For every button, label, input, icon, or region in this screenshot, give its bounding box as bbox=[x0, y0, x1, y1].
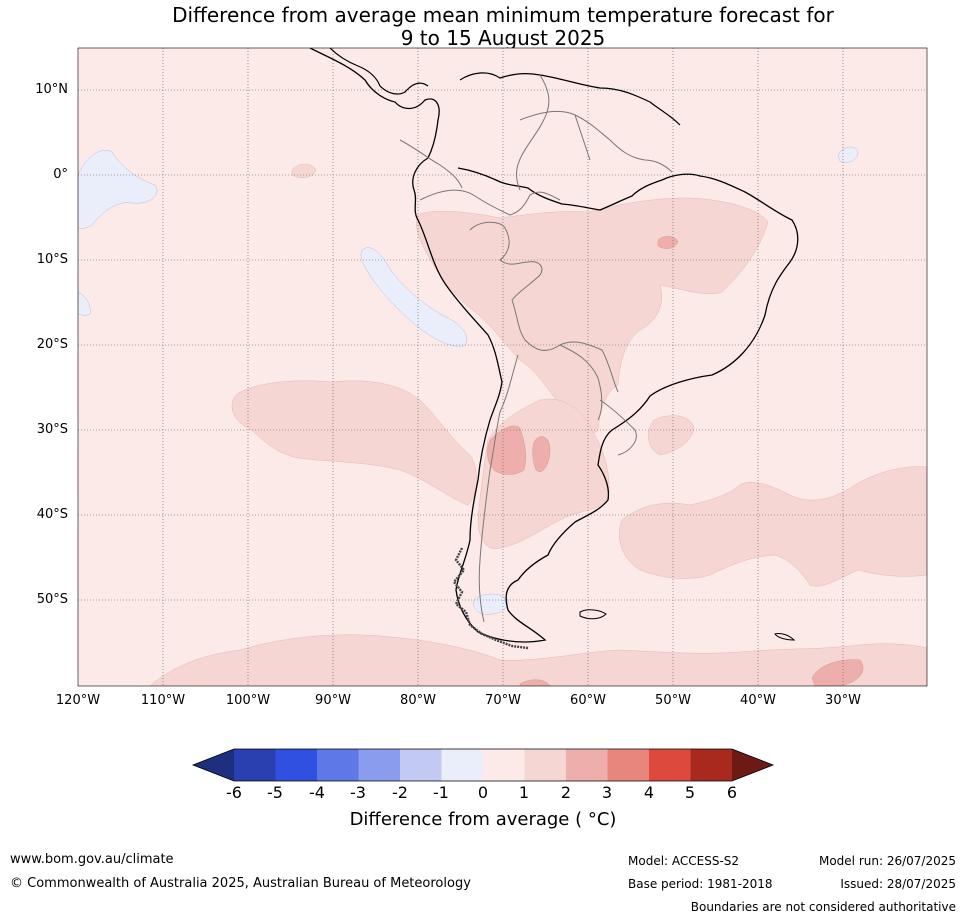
falkland-islands bbox=[579, 609, 607, 620]
anomaly-area-positive-strong bbox=[519, 679, 551, 686]
base-period-text: Base period: 1981-2018 bbox=[628, 877, 773, 891]
colorbar-tick: 3 bbox=[601, 783, 613, 802]
lon-label: 70°W bbox=[485, 693, 521, 708]
lat-label: 10°N bbox=[35, 82, 68, 97]
lon-label: 50°W bbox=[655, 693, 691, 708]
chile-fjords bbox=[452, 547, 529, 650]
colorbar-tick: 2 bbox=[560, 783, 572, 802]
anomaly-area-positive-strong bbox=[487, 425, 526, 475]
lat-label: 0° bbox=[53, 167, 68, 182]
colorbar-swatch bbox=[358, 749, 400, 781]
colorbar-tick: 5 bbox=[684, 783, 696, 802]
lat-label: 50°S bbox=[36, 592, 68, 607]
anomaly-area-negative bbox=[78, 150, 158, 229]
colorbar-tick: -5 bbox=[267, 783, 283, 802]
anomaly-area-positive bbox=[618, 466, 927, 587]
map-background bbox=[78, 48, 927, 686]
country-boundaries bbox=[399, 74, 673, 623]
colorbar-swatch bbox=[690, 749, 732, 781]
colorbar-tick: 0 bbox=[477, 783, 489, 802]
colorbar-swatch bbox=[483, 749, 525, 781]
colorbar-tick: 1 bbox=[518, 783, 530, 802]
anomaly-area-positive bbox=[648, 415, 695, 456]
anomaly-area-positive-strong bbox=[532, 436, 551, 472]
colorbar-swatch bbox=[441, 749, 483, 781]
disclaimer-text: Boundaries are not considered authoritat… bbox=[690, 900, 956, 914]
lat-label: 30°S bbox=[36, 422, 68, 437]
lat-label: 20°S bbox=[36, 337, 68, 352]
model-run-text: Model run: 26/07/2025 bbox=[818, 854, 956, 868]
anomaly-area-negative bbox=[360, 247, 468, 347]
colorbar-swatch bbox=[607, 749, 649, 781]
graticule bbox=[78, 48, 927, 686]
lon-label: 60°W bbox=[570, 693, 606, 708]
copyright-text: © Commonwealth of Australia 2025, Austra… bbox=[10, 876, 471, 891]
colorbar-label: Difference from average ( °C) bbox=[349, 809, 617, 830]
lon-label: 120°W bbox=[55, 693, 101, 708]
lon-label: 90°W bbox=[315, 693, 351, 708]
colorbar-swatch bbox=[566, 749, 608, 781]
south-georgia bbox=[774, 633, 796, 641]
model-text: Model: ACCESS-S2 bbox=[628, 854, 740, 868]
issued-text: Issued: 28/07/2025 bbox=[840, 877, 956, 891]
colorbar-tick: -3 bbox=[350, 783, 366, 802]
colorbar-swatch bbox=[275, 749, 317, 781]
lon-label: 30°W bbox=[825, 693, 861, 708]
website-text: www.bom.gov.au/climate bbox=[10, 852, 174, 867]
lon-label: 80°W bbox=[400, 693, 436, 708]
lat-label: 40°S bbox=[36, 507, 68, 522]
colorbar bbox=[191, 748, 775, 782]
colorbar-swatch bbox=[317, 749, 359, 781]
lat-label: 10°S bbox=[36, 252, 68, 267]
colorbar-swatch bbox=[524, 749, 566, 781]
title-line-2: 9 to 15 August 2025 bbox=[400, 26, 606, 50]
south-america-coastline bbox=[309, 48, 799, 643]
colorbar-outline bbox=[191, 748, 775, 782]
colorbar-tick: -1 bbox=[433, 783, 449, 802]
anomaly-area-positive bbox=[231, 380, 477, 506]
colorbar-swatch bbox=[234, 749, 276, 781]
colorbar-extend-low bbox=[193, 749, 234, 781]
colorbar-swatch bbox=[649, 749, 691, 781]
north-america-coast bbox=[329, 48, 681, 126]
colorbar-tick: 4 bbox=[643, 783, 655, 802]
anomaly-area-positive bbox=[291, 163, 317, 178]
colorbar-extend-high bbox=[732, 749, 773, 781]
map-frame bbox=[77, 47, 928, 687]
lon-label: 100°W bbox=[225, 693, 271, 708]
colorbar-tick: 6 bbox=[726, 783, 738, 802]
anomaly-area-positive-strong bbox=[811, 659, 864, 686]
title-line-1: Difference from average mean minimum tem… bbox=[172, 3, 834, 27]
anomaly-area-positive bbox=[416, 197, 769, 433]
anomaly-area-negative bbox=[78, 291, 91, 316]
lon-label: 110°W bbox=[140, 693, 186, 708]
anomaly-area-positive-strong bbox=[657, 236, 679, 249]
colorbar-tick: -6 bbox=[226, 783, 242, 802]
anomaly-area-positive bbox=[149, 634, 927, 686]
lon-label: 40°W bbox=[740, 693, 776, 708]
colorbar-swatch bbox=[400, 749, 442, 781]
map-title: Difference from average mean minimum tem… bbox=[78, 4, 928, 50]
colorbar-tick: -2 bbox=[392, 783, 408, 802]
colorbar-tick: -4 bbox=[309, 783, 325, 802]
